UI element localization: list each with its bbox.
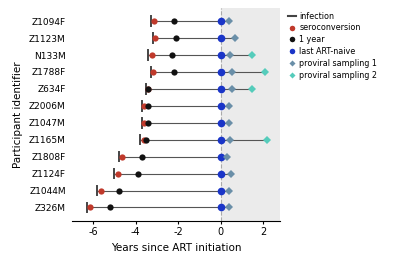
X-axis label: Years since ART initiation: Years since ART initiation <box>111 243 241 253</box>
Y-axis label: Participant identifier: Participant identifier <box>13 61 23 168</box>
Legend: infection, seroconversion, 1 year, last ART-naive, proviral sampling 1, proviral: infection, seroconversion, 1 year, last … <box>288 12 378 80</box>
Bar <box>220 8 280 221</box>
